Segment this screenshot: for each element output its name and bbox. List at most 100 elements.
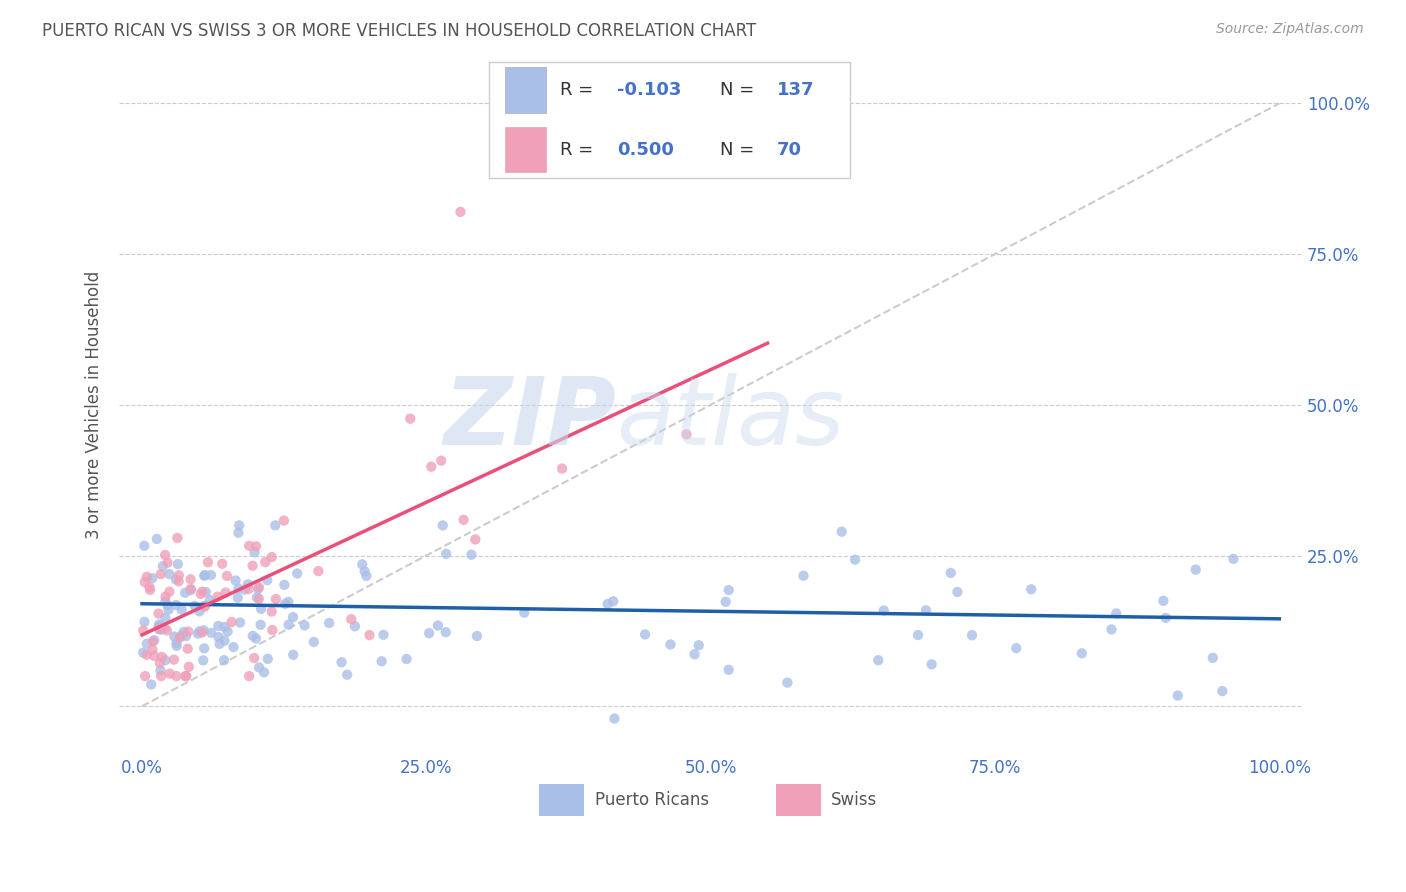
Point: [193, 653, 215, 667]
Point: [149, 619, 172, 633]
Point: [177, 624, 200, 639]
Bar: [505, 67, 547, 112]
Point: [634, 627, 657, 641]
Point: [149, 656, 172, 670]
Text: N =: N =: [720, 141, 761, 159]
Point: [1005, 641, 1028, 656]
Point: [373, 628, 395, 642]
Point: [228, 525, 250, 540]
Point: [222, 640, 245, 654]
Point: [191, 625, 214, 640]
Point: [176, 641, 198, 656]
Point: [264, 592, 287, 607]
Point: [148, 622, 170, 636]
Point: [188, 624, 211, 639]
Point: [426, 618, 449, 632]
Point: [465, 629, 488, 643]
Point: [352, 558, 374, 572]
Point: [156, 624, 179, 638]
Point: [907, 628, 929, 642]
Point: [143, 633, 166, 648]
Point: [249, 617, 271, 632]
Point: [688, 638, 710, 652]
Text: atlas: atlas: [616, 373, 844, 465]
Point: [302, 635, 325, 649]
Point: [191, 584, 214, 599]
Point: [432, 518, 454, 533]
Point: [141, 642, 163, 657]
Point: [188, 604, 211, 618]
Point: [148, 607, 170, 621]
Point: [169, 631, 191, 645]
Point: [174, 586, 197, 600]
Point: [134, 669, 156, 683]
Point: [173, 624, 195, 639]
Point: [221, 615, 243, 629]
Text: PUERTO RICAN VS SWISS 3 OR MORE VEHICLES IN HOUSEHOLD CORRELATION CHART: PUERTO RICAN VS SWISS 3 OR MORE VEHICLES…: [42, 22, 756, 40]
Point: [174, 629, 197, 643]
Point: [242, 629, 264, 643]
Point: [190, 587, 212, 601]
Point: [238, 582, 260, 596]
Point: [395, 652, 418, 666]
Point: [163, 652, 186, 666]
Point: [180, 583, 202, 598]
Point: [683, 648, 706, 662]
Point: [277, 595, 299, 609]
Point: [285, 566, 308, 581]
Bar: [505, 127, 547, 172]
Point: [132, 646, 155, 660]
Point: [250, 602, 273, 616]
Point: [228, 582, 250, 596]
Point: [307, 564, 329, 578]
Point: [253, 665, 276, 680]
Point: [243, 651, 266, 665]
Point: [873, 603, 896, 617]
Point: [150, 649, 173, 664]
Point: [434, 547, 457, 561]
Point: [254, 555, 277, 569]
Point: [214, 633, 236, 648]
Point: [207, 590, 229, 604]
Point: [273, 514, 295, 528]
Point: [1101, 623, 1123, 637]
Point: [370, 654, 392, 668]
Point: [156, 556, 179, 570]
Point: [183, 599, 205, 613]
Point: [602, 594, 624, 608]
Point: [138, 580, 160, 594]
Point: [211, 557, 233, 571]
Point: [143, 648, 166, 663]
Point: [353, 565, 375, 579]
Point: [260, 605, 283, 619]
Point: [551, 461, 574, 475]
Point: [148, 622, 170, 636]
Point: [776, 675, 799, 690]
Point: [180, 572, 202, 586]
Point: [163, 630, 186, 644]
Point: [165, 598, 187, 612]
Point: [165, 573, 187, 587]
Point: [247, 660, 270, 674]
Point: [229, 615, 252, 630]
Point: [157, 584, 180, 599]
Point: [960, 628, 983, 642]
Point: [236, 577, 259, 591]
Point: [166, 639, 188, 653]
Text: Puerto Ricans: Puerto Ricans: [595, 791, 709, 809]
Point: [150, 669, 173, 683]
Point: [939, 566, 962, 580]
Point: [449, 205, 471, 219]
Point: [675, 427, 697, 442]
Point: [1019, 582, 1042, 597]
Point: [159, 666, 181, 681]
Point: [453, 513, 475, 527]
Point: [1202, 650, 1225, 665]
Point: [294, 618, 316, 632]
Point: [165, 669, 187, 683]
Text: R =: R =: [561, 141, 599, 159]
Point: [238, 539, 260, 553]
Point: [134, 539, 156, 553]
Point: [180, 582, 202, 596]
Point: [260, 550, 283, 565]
